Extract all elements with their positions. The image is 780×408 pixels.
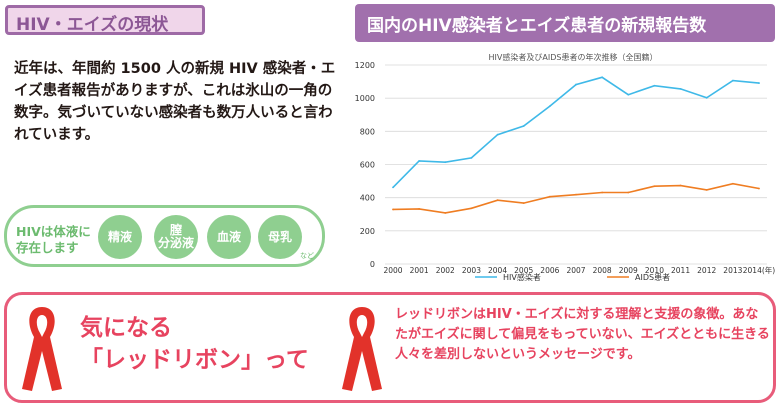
intro-paragraph: 近年は、年間約 1500 人の新規 HIV 感染者・エイズ患者報告がありますが、… bbox=[14, 61, 336, 143]
data-point bbox=[470, 156, 473, 159]
data-point bbox=[470, 207, 473, 210]
data-point bbox=[758, 82, 760, 84]
fluid-vaginal: 膣 分泌液 bbox=[154, 215, 198, 259]
x-tick-label: 2014(年) bbox=[743, 265, 775, 275]
data-point bbox=[679, 87, 682, 90]
chart-title: HIV感染者及びAIDS患者の年次推移（全国籍） bbox=[489, 52, 658, 62]
series-line-0 bbox=[392, 76, 760, 188]
data-point bbox=[731, 79, 734, 82]
legend-label: AIDS患者 bbox=[635, 272, 670, 282]
x-tick-label: 2011 bbox=[671, 266, 690, 275]
data-point bbox=[705, 188, 708, 191]
x-tick-label: 2003 bbox=[462, 266, 481, 275]
red-ribbon-icon bbox=[22, 307, 62, 391]
data-point bbox=[444, 212, 447, 214]
ribbon-headline-line1: 気になる bbox=[80, 315, 172, 341]
fluid-semen: 精液 bbox=[98, 215, 142, 259]
line-chart: 0 200 400 600 800 1000 1200 2000 2001 2002 2003 200… bbox=[355, 52, 775, 282]
section-title-text: 国内のHIV感染者とエイズ患者の新規報告数 bbox=[367, 16, 707, 36]
data-point bbox=[758, 187, 760, 190]
data-point bbox=[679, 184, 682, 187]
red-ribbon-icon bbox=[342, 307, 382, 391]
data-point bbox=[627, 191, 630, 194]
data-point bbox=[601, 191, 604, 194]
fluid-breast-milk: 母乳 bbox=[258, 215, 302, 259]
data-point bbox=[575, 193, 577, 196]
data-point bbox=[627, 93, 630, 96]
y-tick-label: 0 bbox=[370, 260, 375, 269]
x-tick-label: 2004 bbox=[488, 266, 507, 275]
data-point bbox=[731, 182, 734, 185]
data-point bbox=[418, 208, 421, 210]
body-fluids-label: HIVは体液に存在します bbox=[16, 224, 91, 255]
x-tick-label: 2001 bbox=[410, 266, 429, 275]
fluids-note: など bbox=[300, 252, 314, 260]
legend-label: HIV感染者 bbox=[503, 272, 541, 282]
x-tick-label: 2002 bbox=[436, 266, 455, 275]
series-line-1 bbox=[392, 182, 760, 214]
x-tick-label: 2010 bbox=[645, 266, 664, 275]
x-tick-label: 2008 bbox=[593, 266, 612, 275]
data-point bbox=[548, 195, 551, 198]
y-tick-label: 400 bbox=[360, 194, 375, 203]
data-point bbox=[601, 76, 604, 79]
section-title-hiv-status: HIV・エイズの現状 bbox=[5, 5, 205, 35]
y-tick-label: 800 bbox=[360, 127, 375, 136]
y-tick-label: 600 bbox=[360, 161, 375, 170]
data-point bbox=[653, 84, 656, 87]
x-tick-label: 2013 bbox=[723, 266, 742, 275]
data-point bbox=[392, 208, 394, 211]
y-tick-label: 1000 bbox=[355, 94, 375, 103]
data-point bbox=[392, 186, 394, 189]
fluid-blood: 血液 bbox=[207, 215, 251, 259]
ribbon-headline: 気になる 「レッドリボン」って bbox=[80, 312, 309, 376]
data-point bbox=[496, 199, 499, 202]
x-tick-label: 2007 bbox=[566, 266, 585, 275]
data-point bbox=[705, 96, 708, 99]
section-title-new-reports: 国内のHIV感染者とエイズ患者の新規報告数 bbox=[355, 4, 775, 42]
y-tick-label: 200 bbox=[360, 227, 375, 236]
data-point bbox=[575, 83, 577, 86]
x-tick-label: 2009 bbox=[619, 266, 638, 275]
data-point bbox=[444, 161, 447, 164]
data-point bbox=[522, 202, 525, 205]
x-tick-label: 2012 bbox=[697, 266, 716, 275]
red-ribbon-panel bbox=[4, 292, 776, 403]
ribbon-headline-line2: 「レッドリボン」って bbox=[80, 347, 309, 373]
x-tick-label: 2005 bbox=[514, 266, 533, 275]
data-point bbox=[496, 133, 499, 136]
ribbon-description: レッドリボンはHIV・エイズに対する理解と支援の象徴。あなたがエイズに関して偏見… bbox=[395, 307, 770, 362]
data-point bbox=[418, 160, 421, 162]
data-point bbox=[548, 105, 551, 108]
x-tick-label: 2006 bbox=[540, 266, 559, 275]
section-title-text: HIV・エイズの現状 bbox=[16, 15, 169, 35]
y-tick-label: 1200 bbox=[355, 61, 375, 70]
data-point bbox=[522, 125, 525, 127]
x-tick-label: 2000 bbox=[383, 266, 402, 275]
data-point bbox=[653, 185, 656, 188]
